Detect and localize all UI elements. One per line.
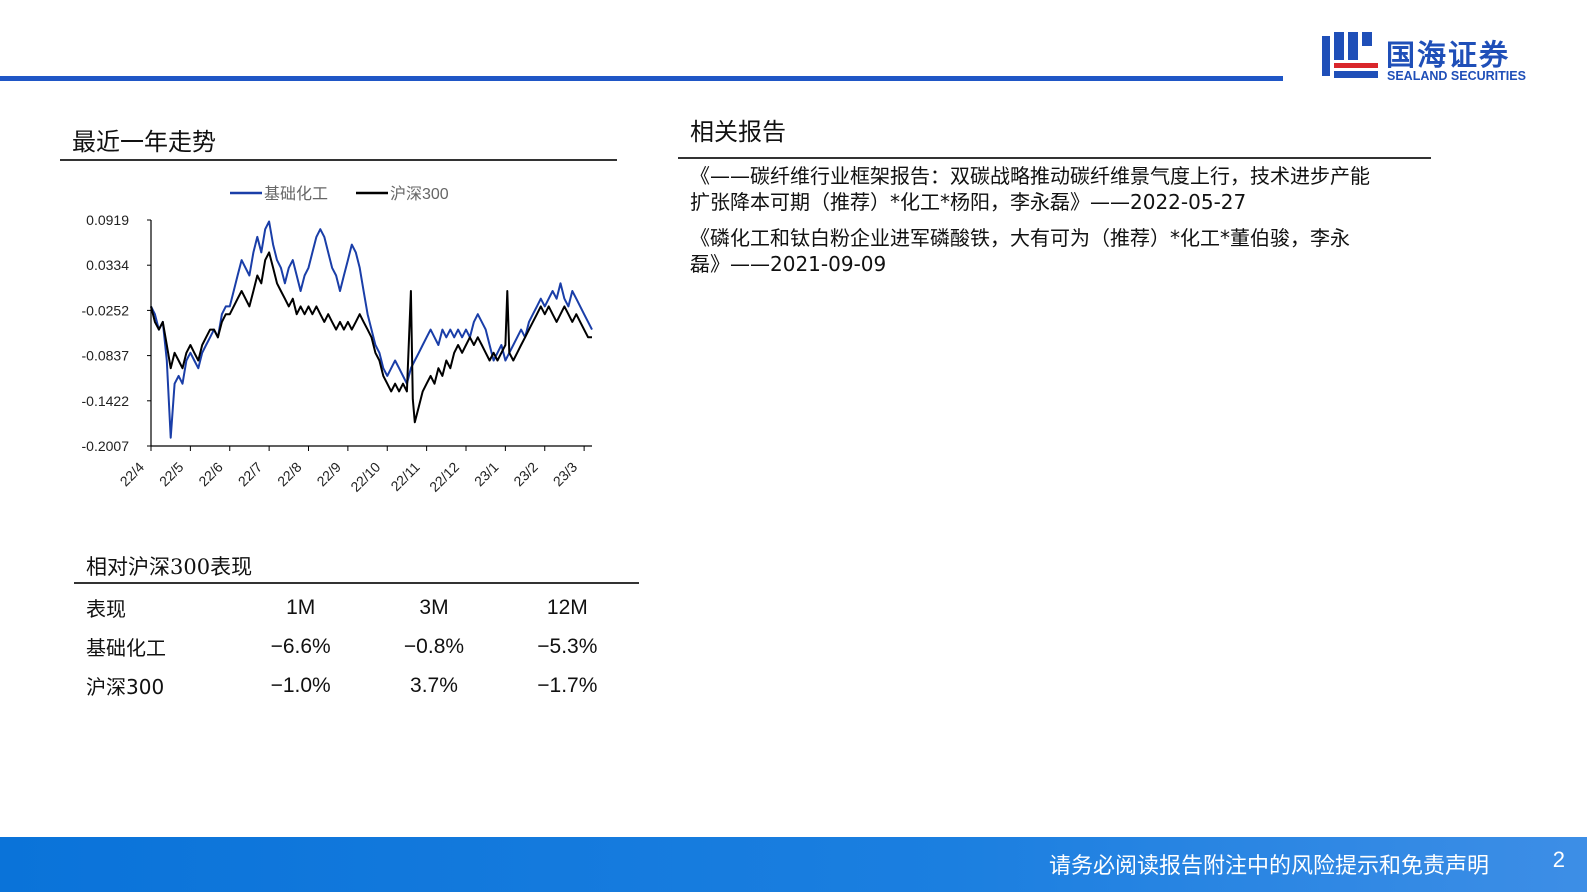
table-cell: −6.6% [270,634,331,658]
performance-title: 相对沪深300表现 [86,555,253,579]
reports-section-title: 相关报告 [690,118,786,146]
series-line [150,220,593,439]
report-link[interactable]: 《磷化工和钛白粉企业进军磷酸铁，大有可为（推荐）*化工*董伯骏，李永 磊》——2… [690,225,1430,277]
table-header-cell: 3M [419,595,449,619]
x-tick-label: 22/8 [274,459,305,490]
table-header-cell: 1M [286,595,316,619]
company-logo: 国海证券 SEALAND SECURITIES [1320,26,1550,86]
x-tick-label: 23/1 [471,459,502,490]
row-label: 基础化工 [86,636,166,660]
table-cell: −5.3% [537,634,598,658]
y-tick-label: 0.0334 [86,257,129,273]
trend-title-rule [60,159,617,161]
y-tick-label: -0.2007 [82,438,130,454]
table-header-row: 表现 1M 3M 12M [74,588,634,627]
x-tick-label: 23/2 [510,459,541,490]
table-cell: 3.7% [410,673,458,697]
performance-title-rule [74,582,639,584]
x-tick-label: 23/3 [550,459,581,490]
table-cell: −1.0% [270,673,331,697]
performance-table: 表现 1M 3M 12M 基础化工 −6.6% −0.8% −5.3% 沪深30… [74,588,634,705]
report-line: 《磷化工和钛白粉企业进军磷酸铁，大有可为（推荐）*化工*董伯骏，李永 [690,226,1350,250]
header-rule [0,76,1283,81]
x-tick-label: 22/6 [195,459,226,490]
report-link[interactable]: 《——碳纤维行业框架报告：双碳战略推动碳纤维景气度上行，技术进步产能 扩张降本可… [690,163,1430,215]
footer-disclaimer: 请务必阅读报告附注中的风险提示和免责声明 [1048,854,1489,879]
trend-chart: 0.0919 0.0334 -0.0252 -0.0837 -0.1422 -0.2007… [82,185,593,495]
x-tick-label: 22/12 [426,459,462,495]
table-header-cell: 12M [546,595,588,619]
reports-title-rule [678,157,1431,159]
y-tick-label: -0.0837 [82,348,130,364]
sealand-logo-icon [1322,32,1378,78]
logo-english-name: SEALAND SECURITIES [1387,69,1526,83]
y-tick-label: 0.0919 [86,212,129,228]
table-cell: −0.8% [403,634,465,658]
series-line [150,251,592,424]
table-row: 基础化工 −6.6% −0.8% −5.3% [74,627,634,666]
legend-label: 基础化工 [264,185,328,203]
x-tick-label: 22/9 [313,459,344,490]
table-header-cell: 表现 [86,597,126,621]
x-tick-label: 22/5 [156,459,187,490]
footer-bar: 请务必阅读报告附注中的风险提示和免责声明 2 [0,837,1587,892]
report-line: 《——碳纤维行业框架报告：双碳战略推动碳纤维景气度上行，技术进步产能 [690,164,1370,188]
legend-label: 沪深300 [390,185,449,203]
report-line: 扩张降本可期（推荐）*化工*杨阳，李永磊》——2022-05-27 [690,190,1247,214]
row-label: 沪深300 [86,675,165,699]
page-number: 2 [1552,847,1565,872]
table-cell: −1.7% [537,673,598,697]
trend-section-title: 最近一年走势 [72,128,216,156]
x-tick-label: 22/7 [235,459,266,490]
x-tick-label: 22/10 [347,459,383,495]
related-reports-list: 《——碳纤维行业框架报告：双碳战略推动碳纤维景气度上行，技术进步产能 扩张降本可… [690,163,1430,287]
report-line: 磊》——2021-09-09 [690,252,887,276]
x-tick-label: 22/11 [387,459,423,495]
x-tick-label: 22/4 [117,459,148,490]
y-tick-label: -0.1422 [82,393,130,409]
table-row: 沪深300 −1.0% 3.7% −1.7% [74,666,634,705]
logo-chinese-name: 国海证券 [1386,38,1511,72]
y-tick-label: -0.0252 [82,302,130,318]
